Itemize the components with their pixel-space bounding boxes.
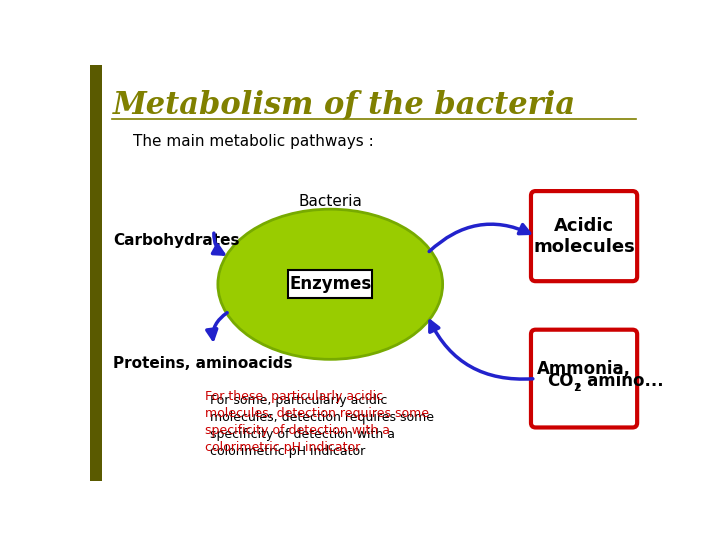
- Text: Ammonia,: Ammonia,: [537, 360, 631, 379]
- FancyBboxPatch shape: [531, 191, 637, 281]
- Text: Enzymes: Enzymes: [289, 275, 372, 293]
- Text: For these, particularly acidic
molecules, detection requires some
specificity of: For these, particularly acidic molecules…: [204, 390, 428, 454]
- Text: Acidic
molecules: Acidic molecules: [534, 217, 635, 255]
- Text: CO: CO: [546, 372, 573, 390]
- Bar: [90, 65, 102, 481]
- Text: Metabolism of the bacteria: Metabolism of the bacteria: [113, 89, 577, 120]
- Text: Proteins, aminoacids: Proteins, aminoacids: [113, 356, 293, 371]
- FancyBboxPatch shape: [531, 330, 637, 428]
- Text: , amino...: , amino...: [575, 372, 663, 390]
- Ellipse shape: [218, 209, 443, 359]
- Text: The main metabolic pathways :: The main metabolic pathways :: [132, 134, 374, 149]
- FancyBboxPatch shape: [288, 271, 372, 298]
- Text: 2: 2: [573, 383, 581, 393]
- Text: Bacteria: Bacteria: [298, 194, 362, 209]
- Text: Carbohydrates: Carbohydrates: [113, 233, 240, 248]
- Text: For some, particularly acidic
molecules, detection requires some
specificity of : For some, particularly acidic molecules,…: [210, 394, 434, 458]
